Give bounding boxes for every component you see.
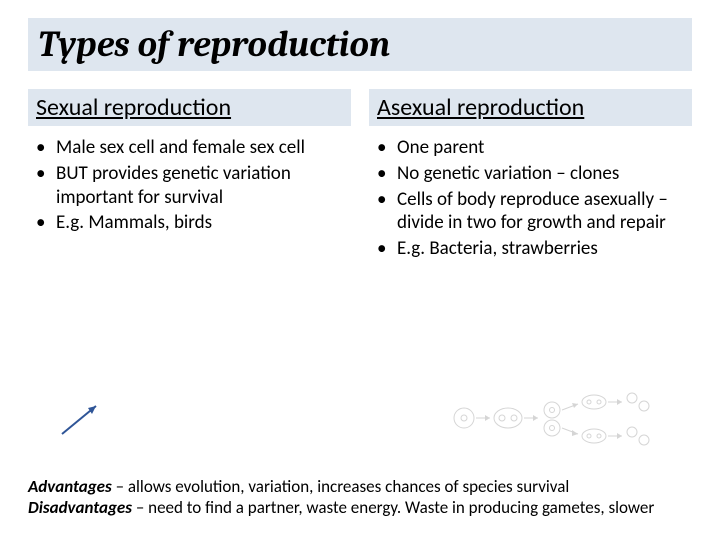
title-band: Types of reproduction bbox=[28, 18, 692, 71]
right-bullet-list: One parent No genetic variation – clones… bbox=[369, 136, 692, 261]
advantages-line: Advantages – allows evolution, variation… bbox=[28, 476, 692, 497]
advantages-label: Advantages bbox=[28, 476, 112, 497]
left-subhead-band: Sexual reproduction bbox=[28, 89, 351, 126]
disadvantages-line: Disadvantages – need to find a partner, … bbox=[28, 497, 692, 518]
left-bullet-list: Male sex cell and female sex cell BUT pr… bbox=[28, 136, 351, 235]
list-item: BUT provides genetic variation important… bbox=[32, 162, 351, 210]
cell-division-icon bbox=[450, 390, 650, 446]
columns-container: Sexual reproduction Male sex cell and fe… bbox=[28, 89, 692, 263]
footer-text: Advantages – allows evolution, variation… bbox=[28, 476, 692, 519]
left-heading: Sexual reproduction bbox=[36, 93, 343, 122]
slide-title: Types of reproduction bbox=[38, 24, 682, 65]
right-column: Asexual reproduction One parent No genet… bbox=[369, 89, 692, 263]
list-item: E.g. Mammals, birds bbox=[32, 211, 351, 235]
disadvantages-text: – need to find a partner, waste energy. … bbox=[132, 497, 654, 518]
left-column: Sexual reproduction Male sex cell and fe… bbox=[28, 89, 351, 263]
list-item: Cells of body reproduce asexually – divi… bbox=[373, 188, 692, 236]
right-heading: Asexual reproduction bbox=[377, 93, 684, 122]
list-item: E.g. Bacteria, strawberries bbox=[373, 237, 692, 261]
disadvantages-label: Disadvantages bbox=[28, 497, 132, 518]
list-item: One parent bbox=[373, 136, 692, 160]
list-item: Male sex cell and female sex cell bbox=[32, 136, 351, 160]
list-item: No genetic variation – clones bbox=[373, 162, 692, 186]
advantages-text: – allows evolution, variation, increases… bbox=[112, 476, 570, 497]
arrow-icon bbox=[58, 398, 106, 438]
right-subhead-band: Asexual reproduction bbox=[369, 89, 692, 126]
